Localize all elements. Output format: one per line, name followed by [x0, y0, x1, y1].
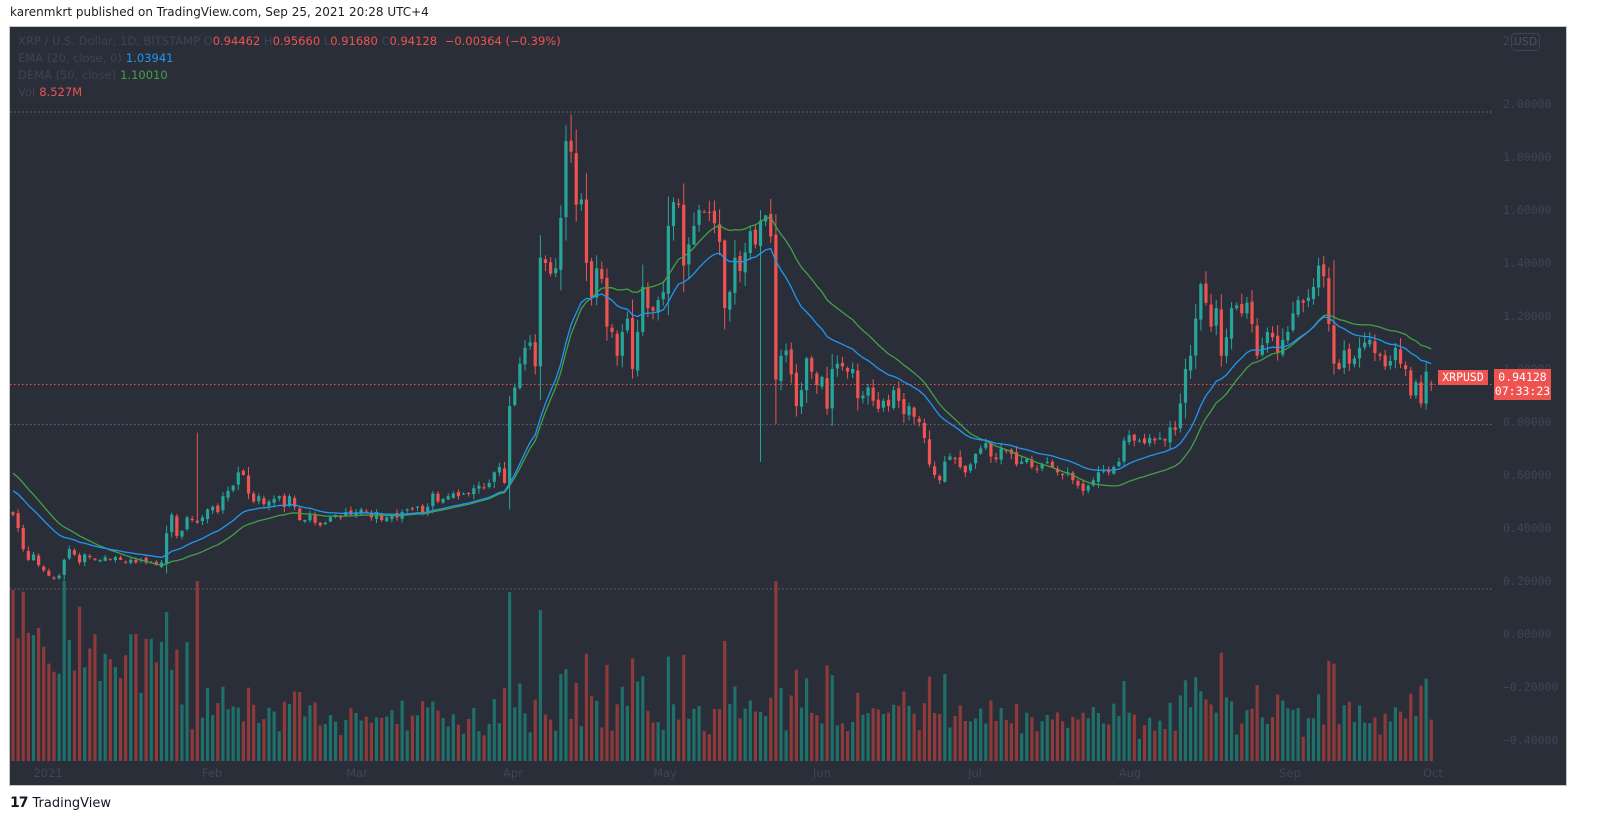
chart-legend: XRP / U.S. Dollar, 1D, BITSTAMP O0.94462… [18, 33, 561, 101]
brand-name[interactable]: TradingView [32, 795, 112, 811]
price-tick: −0.40000 [1503, 733, 1558, 747]
price-tick: 0.20000 [1503, 574, 1552, 588]
time-tick: May [653, 766, 677, 780]
close-label: C [381, 34, 390, 48]
open-value: 0.94462 [212, 34, 261, 48]
time-tick: Apr [503, 766, 523, 780]
low-label: L [323, 34, 331, 48]
change-value: −0.00364 (−0.39%) [444, 34, 561, 48]
price-tick: 0.00000 [1503, 627, 1552, 641]
symbol-title[interactable]: XRP / U.S. Dollar, 1D, BITSTAMP [18, 34, 200, 48]
publish-info: karenmkrt published on TradingView.com, … [10, 5, 429, 19]
price-tick: 0.60000 [1503, 468, 1552, 482]
price-tick-partial: 2. [1503, 34, 1517, 48]
legend-vol-row[interactable]: Vol 8.527M [18, 84, 561, 101]
time-tick: Aug [1119, 766, 1141, 780]
price-tick: 0.80000 [1503, 415, 1552, 429]
tradingview-logo-icon[interactable]: 17 [10, 795, 29, 811]
time-tick: 2021 [33, 766, 62, 780]
chart-pane[interactable] [9, 26, 1567, 786]
price-tick: −0.20000 [1503, 680, 1558, 694]
time-tick: Feb [202, 766, 222, 780]
currency-button[interactable]: USD [1511, 33, 1540, 51]
time-tick: Oct [1423, 766, 1443, 780]
price-tick: 0.40000 [1503, 521, 1552, 535]
time-tick: Jun [812, 766, 831, 780]
candles [11, 114, 1433, 581]
dema-label: DEMA (50, close) [18, 68, 117, 82]
last-price-badge: 0.94128 07:33:23 [1494, 369, 1551, 400]
symbol-badge: XRPUSD [1438, 370, 1488, 385]
vol-label: Vol [18, 85, 36, 99]
high-label: H [263, 34, 273, 48]
price-markers [10, 111, 1492, 590]
volume-bars [11, 581, 1433, 761]
last-price: 0.94128 [1498, 370, 1547, 384]
time-axis[interactable]: 2021 Feb Mar Apr May Jun Jul Aug Sep Oct [33, 766, 1443, 780]
low-value: 0.91680 [330, 34, 378, 48]
vol-value: 8.527M [39, 85, 83, 99]
time-tick: Jul [967, 766, 982, 780]
price-tick: 1.60000 [1503, 203, 1552, 217]
bar-countdown: 07:33:23 [1494, 384, 1551, 398]
price-tick: 1.80000 [1503, 150, 1552, 164]
price-axis[interactable]: 2.000001.800001.600001.400001.200001.000… [1503, 34, 1558, 747]
open-label: O [203, 34, 213, 48]
high-value: 0.95660 [272, 34, 321, 48]
ema-label: EMA (20, close, 0) [18, 51, 122, 65]
price-tick: 1.20000 [1503, 309, 1552, 323]
ema-value: 1.03941 [125, 51, 174, 65]
ema-line [12, 247, 1432, 558]
footer: 17 TradingView [10, 795, 111, 811]
dema-line [12, 216, 1432, 566]
legend-ema-row[interactable]: EMA (20, close, 0) 1.03941 [18, 50, 561, 67]
time-tick: Sep [1279, 766, 1301, 780]
price-tick: 2.00000 [1503, 97, 1552, 111]
legend-ohlc-row: XRP / U.S. Dollar, 1D, BITSTAMP O0.94462… [18, 33, 561, 50]
dema-value: 1.10010 [120, 68, 168, 82]
close-value: 0.94128 [389, 34, 438, 48]
time-tick: Mar [346, 766, 368, 780]
price-tick: 1.40000 [1503, 256, 1552, 270]
legend-dema-row[interactable]: DEMA (50, close) 1.10010 [18, 67, 561, 84]
